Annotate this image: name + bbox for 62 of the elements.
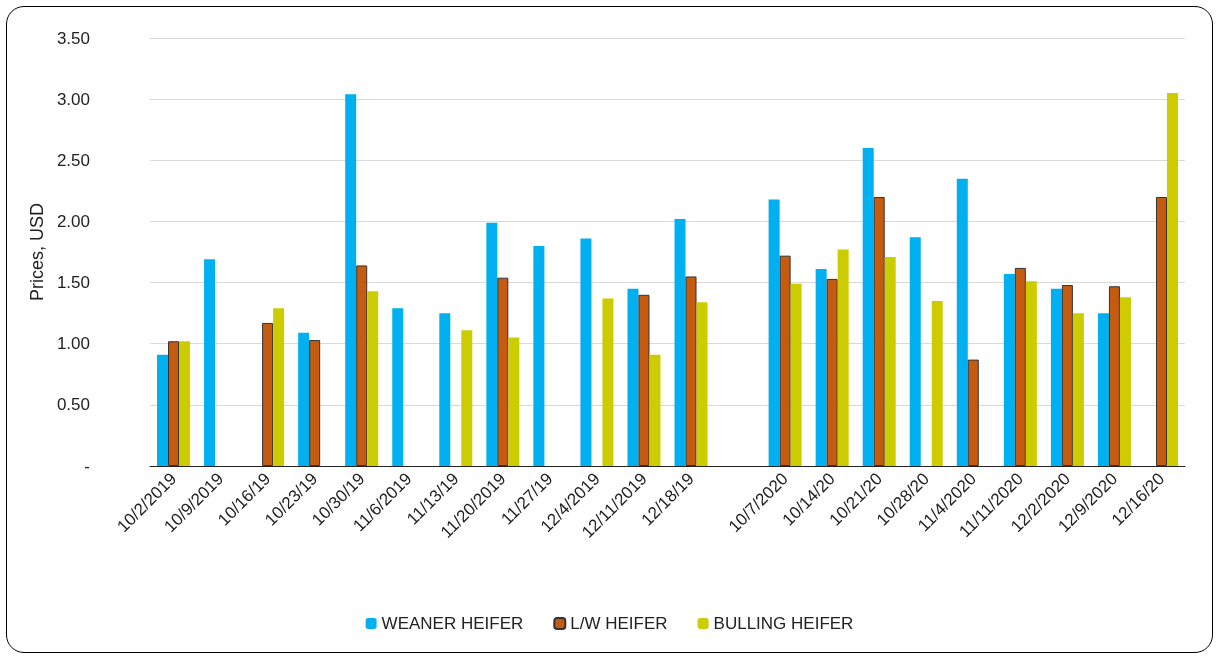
bar — [461, 330, 473, 466]
bar — [909, 237, 921, 466]
y-tick-label: 3.50 — [56, 28, 90, 48]
bar — [392, 308, 404, 466]
bar — [967, 359, 979, 466]
y-tick-label: - — [84, 456, 90, 476]
bar — [497, 277, 509, 466]
bar — [1061, 285, 1073, 466]
bar — [1119, 297, 1131, 466]
y-tick-label: 2.50 — [56, 150, 90, 170]
y-axis-title: Prices, USD — [27, 202, 48, 302]
y-tick-label: 1.00 — [56, 334, 90, 354]
bar — [157, 354, 169, 466]
bar — [779, 255, 791, 466]
bar — [1072, 313, 1084, 466]
y-tick-label: 3.00 — [56, 89, 90, 109]
bar — [790, 283, 802, 466]
bar — [273, 308, 285, 466]
bar — [439, 313, 451, 466]
bar — [873, 196, 885, 466]
y-tick-label: 1.50 — [56, 273, 90, 293]
bar — [1050, 288, 1062, 466]
bar — [696, 302, 708, 466]
bar — [1155, 196, 1167, 466]
y-tick-label: 2.00 — [56, 211, 90, 231]
bar — [826, 278, 838, 466]
bar — [204, 259, 216, 466]
bar — [533, 245, 545, 466]
bar — [1025, 281, 1037, 466]
bar — [508, 337, 520, 466]
bar — [309, 340, 321, 466]
bar — [862, 148, 874, 466]
bar — [1014, 267, 1026, 466]
bar — [956, 178, 968, 466]
bar — [638, 294, 650, 466]
bar — [649, 354, 661, 466]
bar — [356, 265, 368, 466]
bar — [602, 298, 614, 466]
bar — [168, 341, 180, 466]
bar — [1003, 274, 1015, 466]
bar — [367, 291, 379, 466]
bar — [837, 249, 849, 466]
legend-label: WEANER HEIFER — [381, 614, 524, 633]
y-tick-label: 0.50 — [56, 395, 90, 415]
bar — [179, 341, 191, 466]
bar — [674, 218, 686, 466]
legend-label: L/W HEIFER — [570, 614, 668, 633]
bar — [815, 269, 827, 466]
bar — [1097, 313, 1109, 466]
bar — [298, 332, 310, 466]
bar — [262, 322, 274, 466]
bar — [1166, 93, 1178, 466]
bar — [580, 238, 592, 466]
bar — [931, 300, 943, 466]
bar — [486, 222, 498, 466]
bar — [345, 94, 357, 466]
bar — [1108, 286, 1120, 466]
bar — [685, 276, 697, 466]
bar — [884, 256, 896, 466]
bar — [627, 288, 639, 466]
legend-label: BULLING HEIFER — [713, 614, 854, 633]
bar — [768, 199, 780, 466]
